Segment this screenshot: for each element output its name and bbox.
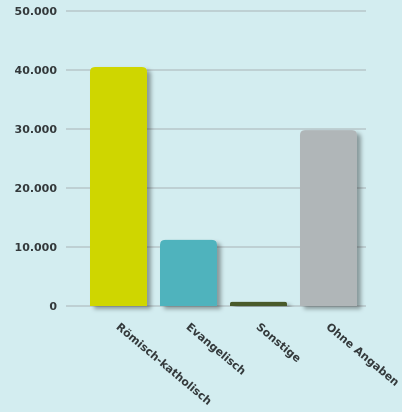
y-tick-label: 50.000 — [15, 5, 58, 18]
y-tick-label: 20.000 — [15, 182, 58, 195]
x-category-label: Evangelisch — [184, 320, 249, 377]
bar-ohne-angaben — [300, 130, 357, 306]
bars — [90, 67, 357, 306]
y-tick-label: 30.000 — [15, 123, 58, 136]
x-category-label: Sonstige — [254, 320, 304, 365]
x-category-label: Ohne Angaben — [324, 320, 402, 389]
bar-evangelisch — [160, 239, 217, 306]
bar-r-misch-katholisch — [90, 67, 147, 306]
y-tick-label: 10.000 — [15, 241, 58, 254]
y-tick-label: 0 — [49, 300, 57, 313]
y-axis-ticks: 0 10.000 20.000 30.000 40.000 50.000 — [15, 5, 58, 313]
y-tick-label: 40.000 — [15, 64, 58, 77]
bar-sonstige — [230, 301, 287, 306]
